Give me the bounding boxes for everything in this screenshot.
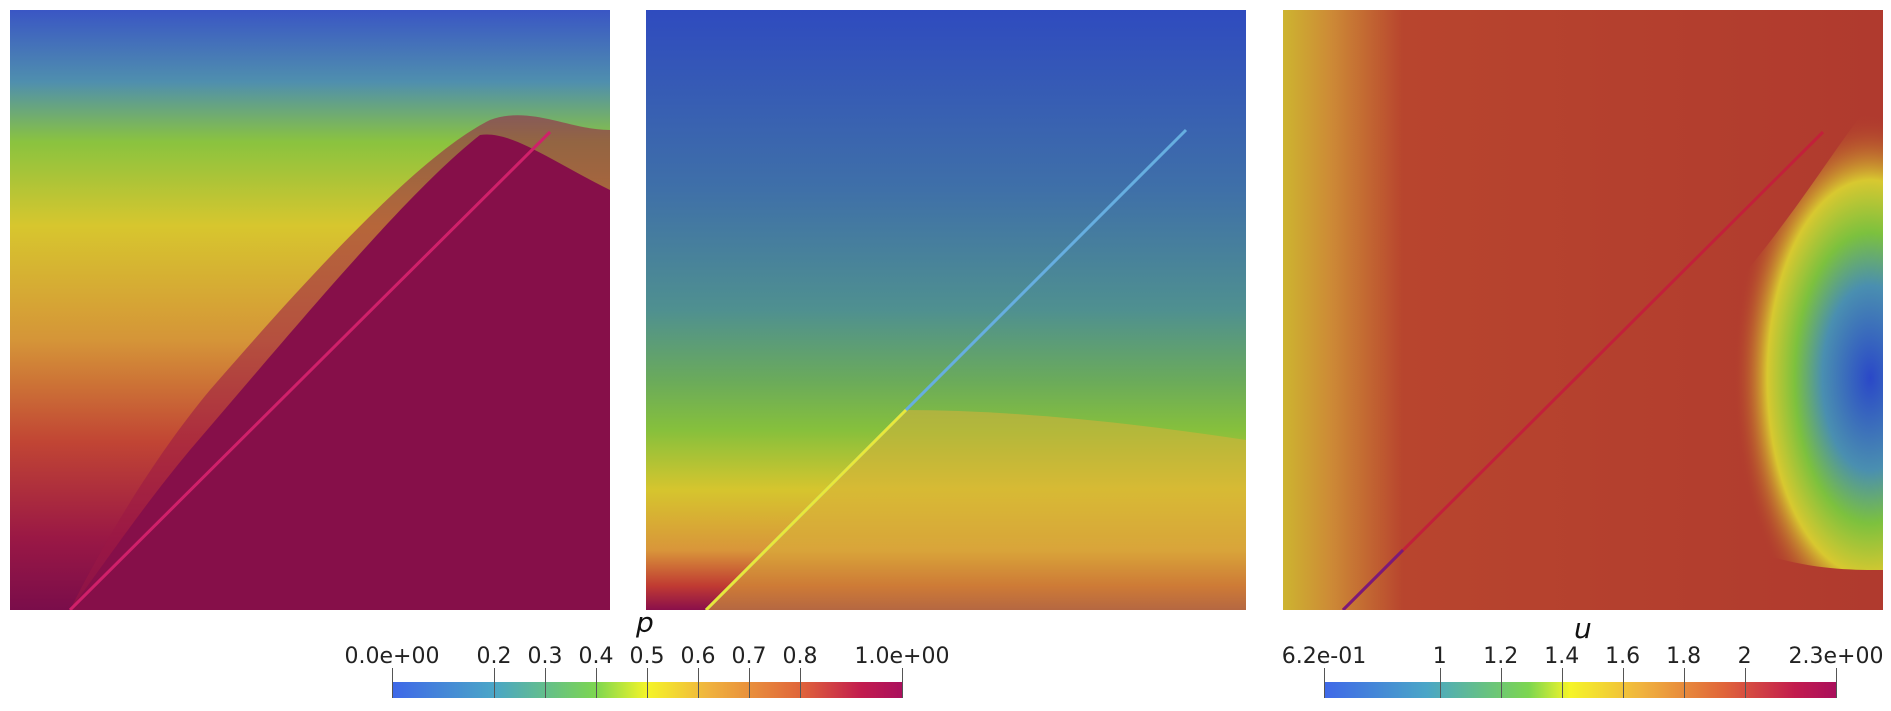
- right-field-panel: [1283, 10, 1883, 610]
- colorbar-p-tick-label: 0.0e+00: [344, 644, 440, 669]
- colorbar-p-tick: [902, 668, 903, 698]
- colorbar-p-tick: [647, 668, 648, 698]
- colorbar-u-gradient: [1324, 682, 1836, 698]
- colorbar-p-tick: [545, 668, 546, 698]
- colorbar-p-tick: [800, 668, 801, 698]
- colorbar-p-tick: [749, 668, 750, 698]
- colorbar-u-tick-label: 1: [1432, 644, 1447, 669]
- left-field-panel: [10, 10, 610, 610]
- colorbar-u-tick-label: 2.3e+00: [1788, 644, 1884, 669]
- colorbar-p-tick: [596, 668, 597, 698]
- middle-field-image: [646, 10, 1246, 610]
- colorbar-u-tick-label: 6.2e-01: [1281, 644, 1367, 669]
- colorbar-p: 0.0e+00 0.2 0.3 0.4 0.5 0.6 0.7 0.8 1.0e+00: [345, 612, 949, 702]
- colorbar-p-tick-label: 1.0e+00: [854, 644, 950, 669]
- left-field-image: [10, 10, 610, 610]
- right-field-image: [1283, 10, 1883, 610]
- colorbar-u-tick: [1439, 668, 1441, 698]
- colorbar-p-tick-label: 0.7: [731, 644, 767, 669]
- colorbar-u-tick-label: 2: [1737, 644, 1752, 669]
- colorbar-u-tick-label: 1.2: [1483, 644, 1519, 669]
- colorbar-p-tick: [392, 668, 393, 698]
- colorbar-u-tick: [1744, 668, 1746, 698]
- colorbar-p-tick-label: 0.6: [680, 644, 716, 669]
- middle-field-panel: [646, 10, 1246, 610]
- colorbar-u-tick: [1324, 668, 1325, 698]
- colorbar-p-tick-label: 0.4: [578, 644, 614, 669]
- colorbar-u-tick: [1622, 668, 1624, 698]
- colorbar-u: 6.2e-01 1 1.2 1.4 1.6 1.8 2 2.3e+00: [1282, 612, 1883, 702]
- colorbar-p-tick-label: 0.2: [476, 644, 512, 669]
- colorbar-u-tick: [1500, 668, 1502, 698]
- colorbar-p-title: p: [636, 606, 654, 639]
- colorbar-u-tick: [1836, 668, 1837, 698]
- colorbar-p-tick: [494, 668, 495, 698]
- colorbar-u-tick: [1683, 668, 1685, 698]
- colorbar-p-tick-label: 0.3: [527, 644, 563, 669]
- colorbar-p-tick-label: 0.8: [782, 644, 818, 669]
- colorbar-u-tick: [1561, 668, 1563, 698]
- colorbar-u-tick-label: 1.4: [1544, 644, 1580, 669]
- colorbar-u-tick-label: 1.8: [1666, 644, 1702, 669]
- colorbar-p-tick: [698, 668, 699, 698]
- colorbar-u-title: u: [1574, 612, 1592, 645]
- colorbar-u-tick-label: 1.6: [1605, 644, 1641, 669]
- colorbar-p-tick-label: 0.5: [629, 644, 665, 669]
